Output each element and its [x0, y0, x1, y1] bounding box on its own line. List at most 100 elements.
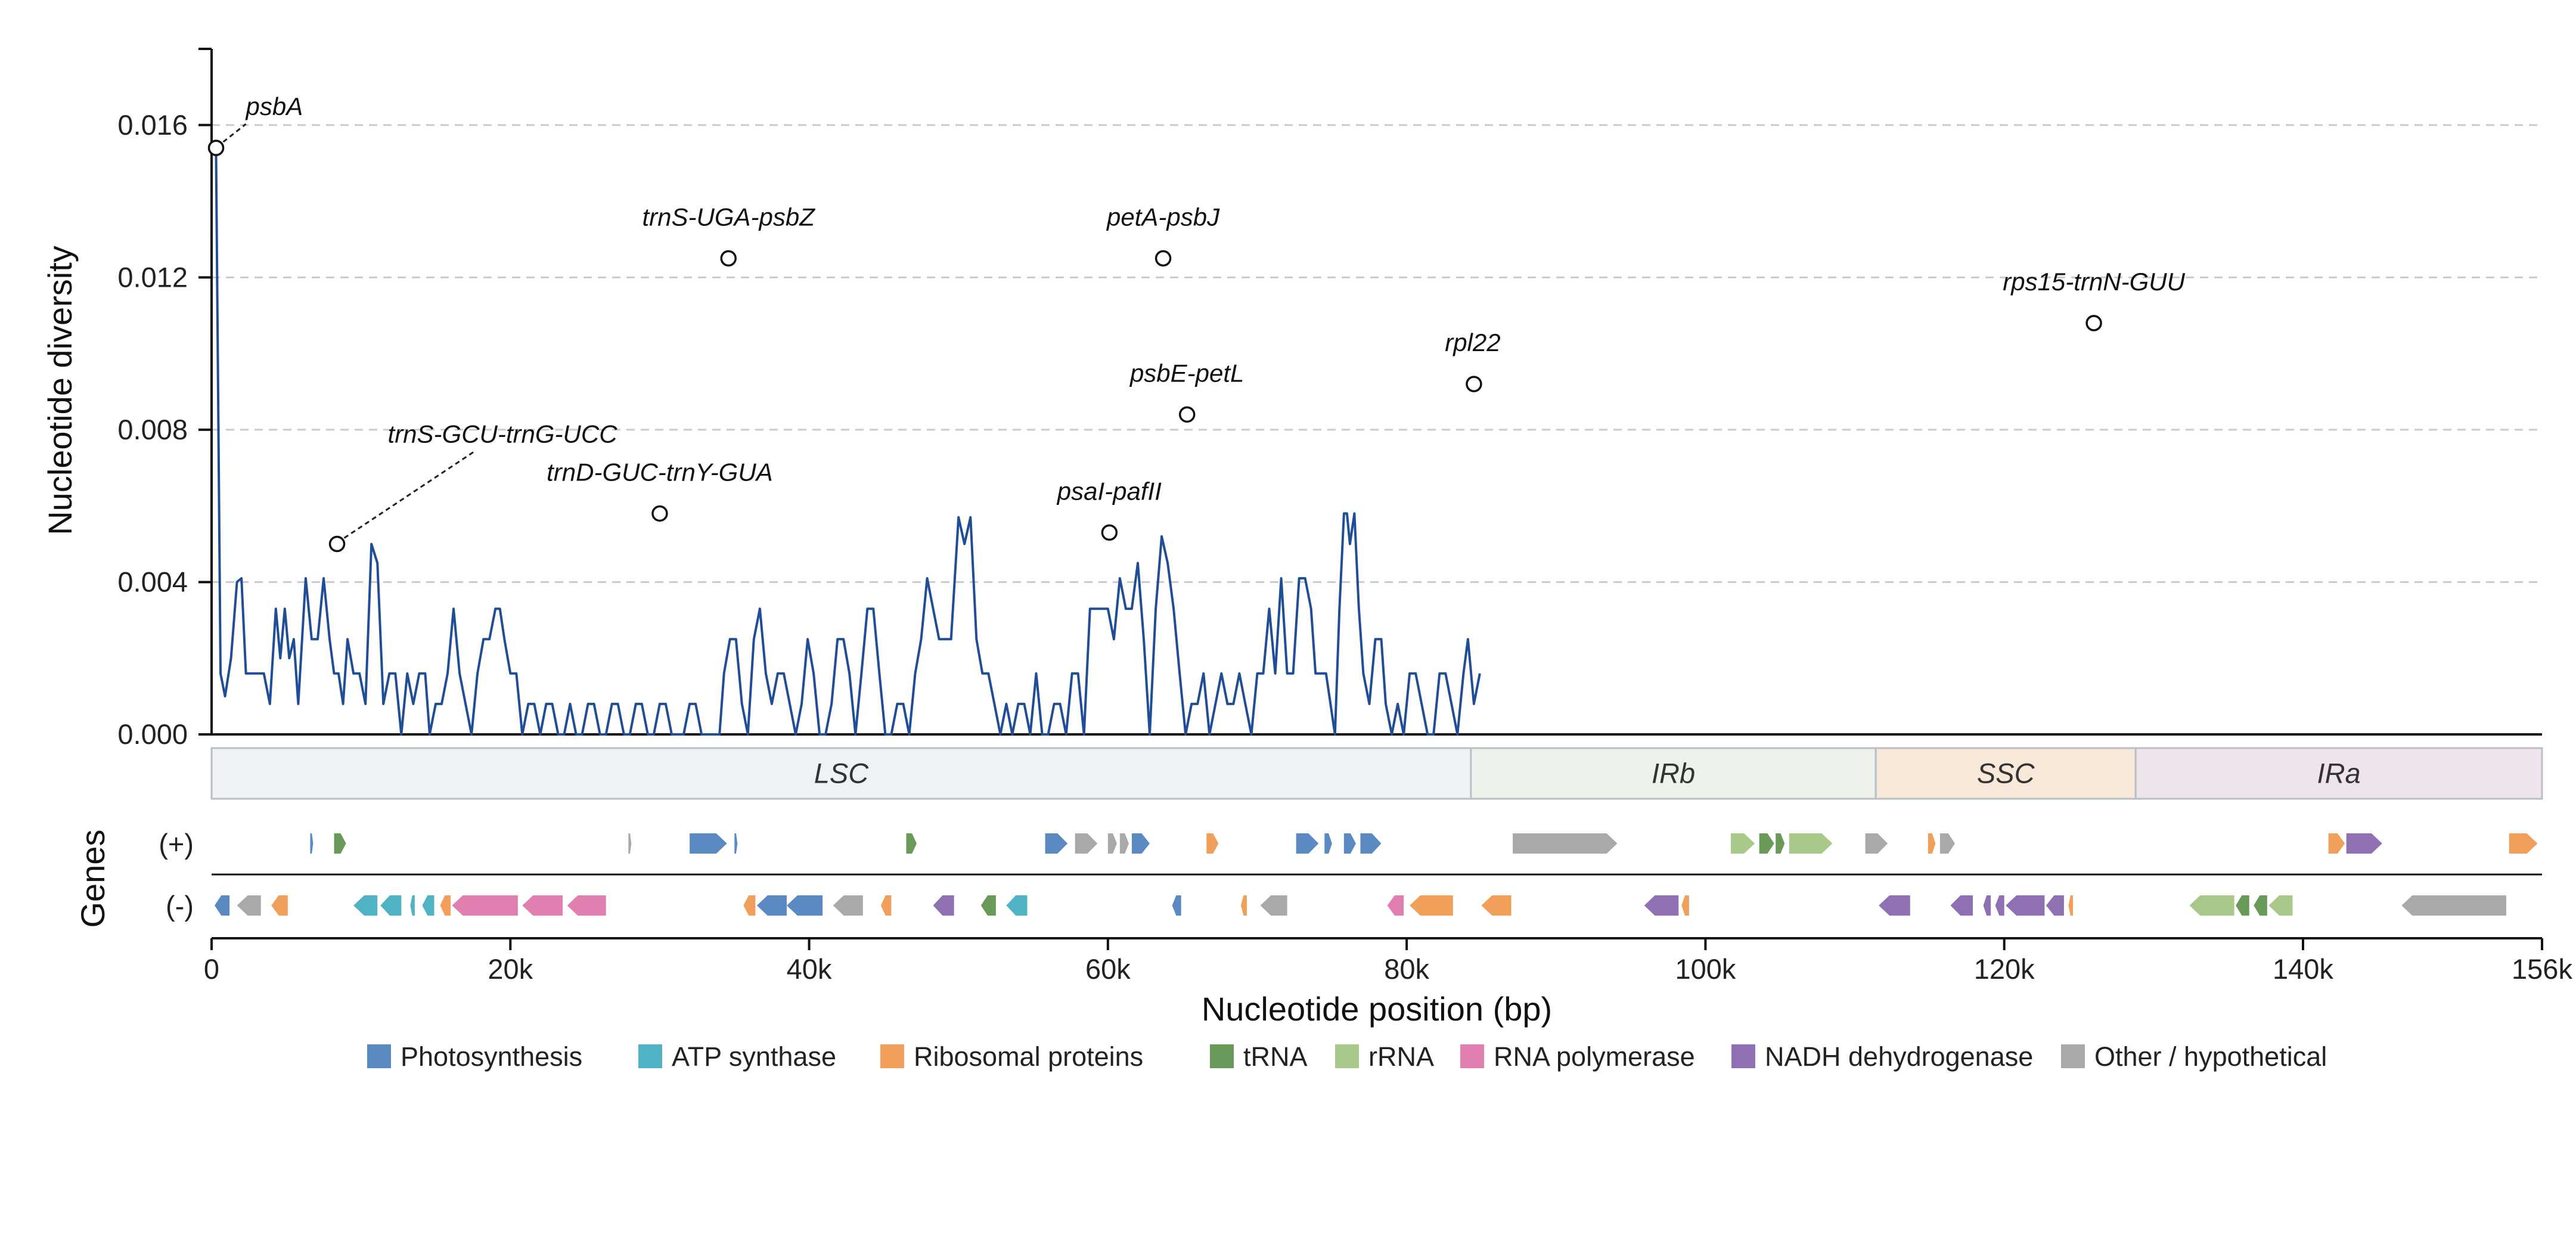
peak-label: trnS-GCU-trnG-UCC	[388, 420, 618, 448]
legend-swatch	[1210, 1044, 1234, 1068]
gene-arrow	[310, 833, 314, 854]
gene-arrow	[786, 895, 823, 916]
y-tick-label: 0.000	[117, 718, 188, 750]
peak-annotations: psbA trnS-GCU-trnG-UCC trnD-GUC-trnY-GUA tr…	[207, 92, 2186, 553]
gene-arrow	[628, 833, 632, 854]
gene-arrow	[271, 895, 288, 916]
legend-swatch	[880, 1044, 904, 1068]
gene-arrow	[1240, 895, 1247, 916]
gene-arrow	[690, 833, 727, 854]
gene-arrow	[1260, 895, 1287, 916]
leader-line	[343, 451, 475, 539]
gene-arrow	[1387, 895, 1404, 916]
gene-arrow	[1759, 833, 1774, 854]
peak-label: trnD-GUC-trnY-GUA	[547, 458, 773, 486]
genes-track-title: Genes	[74, 830, 111, 928]
x-tick-label: 60k	[1085, 953, 1131, 985]
gene-arrow	[1879, 895, 1910, 916]
gene-arrow	[734, 833, 738, 854]
leader-line	[222, 123, 247, 143]
gene-arrow	[1296, 833, 1319, 854]
gridlines	[212, 124, 2542, 583]
gene-arrow	[1107, 833, 1117, 854]
y-axis-title: Nucleotide diversity	[41, 246, 79, 535]
gene-arrow	[1006, 895, 1028, 916]
x-tick-label: 40k	[787, 953, 832, 985]
x-tick-label: 0	[204, 953, 219, 985]
gene-arrow	[880, 895, 892, 916]
gene-arrow	[1681, 895, 1689, 916]
gene-arrow	[1983, 895, 1991, 916]
gene-arrow	[1360, 833, 1382, 854]
gene-arrow	[410, 895, 415, 916]
legend-swatch	[367, 1044, 391, 1068]
gene-arrow	[1939, 833, 1955, 854]
y-tick-label: 0.012	[117, 261, 188, 293]
gene-arrow	[2236, 895, 2249, 916]
legend-label: Ribosomal proteins	[914, 1041, 1143, 1072]
gene-arrow	[1206, 833, 1219, 854]
legend-swatch	[638, 1044, 662, 1068]
gene-arrow	[1513, 833, 1618, 854]
gene-arrow	[906, 833, 917, 854]
gene-arrow	[2189, 895, 2234, 916]
gene-arrow	[1481, 895, 1512, 916]
gene-arrow	[1343, 833, 1356, 854]
gene-arrow	[756, 895, 787, 916]
gene-arrow	[1045, 833, 1068, 854]
region-label: SSC	[1977, 758, 2035, 789]
peak-marker	[651, 505, 668, 522]
gene-arrow	[422, 895, 434, 916]
x-axis-title: Nucleotide position (bp)	[1202, 990, 1552, 1028]
gene-arrow	[2346, 833, 2382, 854]
gene-arrow	[334, 833, 346, 854]
x-tick-label: 140k	[2273, 953, 2333, 985]
gene-arrow	[1075, 833, 1098, 854]
y-tick-label: 0.004	[117, 566, 188, 597]
peak-marker	[328, 535, 346, 553]
region-box	[210, 747, 1472, 800]
gene-arrow	[933, 895, 954, 916]
peak-label: rpl22	[1445, 328, 1500, 356]
y-axis: 0.000 0.004 0.008 0.012 0.016	[117, 48, 2542, 750]
plus-strand-label: (+)	[159, 828, 194, 860]
peak-marker	[1101, 524, 1118, 541]
gene-arrow	[980, 895, 996, 916]
gene-arrow	[1324, 833, 1332, 854]
gene-arrow	[1731, 833, 1755, 854]
legend-swatch	[1335, 1044, 1359, 1068]
x-tick-label: 20k	[488, 953, 533, 985]
gene-arrow	[1410, 895, 1453, 916]
gene-arrow	[1865, 833, 1888, 854]
gene-arrow	[567, 895, 606, 916]
region-label: IRb	[1652, 758, 1695, 789]
y-tick-label: 0.008	[117, 414, 188, 445]
gene-arrow	[1644, 895, 1679, 916]
gene-arrow	[237, 895, 261, 916]
gene-tracks	[212, 833, 2542, 916]
gene-arrow	[1172, 895, 1181, 916]
legend-label: NADH dehydrogenase	[1765, 1041, 2033, 1072]
x-tick-label: 156k	[2512, 953, 2572, 985]
x-tick-label: 100k	[1675, 953, 1736, 985]
diversity-series	[210, 147, 1481, 736]
gene-arrow	[215, 895, 230, 916]
peak-label: rps15-trnN-GUU	[2003, 268, 2185, 296]
gene-arrow	[1995, 895, 2004, 916]
peak-marker	[207, 139, 225, 156]
gene-arrow	[2401, 895, 2506, 916]
region-box	[1874, 747, 2137, 800]
diversity-line	[210, 147, 1481, 736]
gene-arrow	[2509, 833, 2538, 854]
legend-label: RNA polymerase	[1494, 1041, 1695, 1072]
legend-swatch	[1460, 1044, 1484, 1068]
y-tick-label: 0.016	[117, 109, 188, 141]
peak-label: trnS-UGA-psbZ	[643, 203, 816, 231]
region-box	[2134, 747, 2543, 800]
legend-label: Other / hypothetical	[2094, 1041, 2327, 1072]
gene-arrow	[2268, 895, 2293, 916]
genome-regions-bar: LSC IRb SSC IRa	[210, 747, 2543, 800]
gene-arrow	[743, 895, 756, 916]
legend-label: tRNA	[1243, 1041, 1308, 1072]
